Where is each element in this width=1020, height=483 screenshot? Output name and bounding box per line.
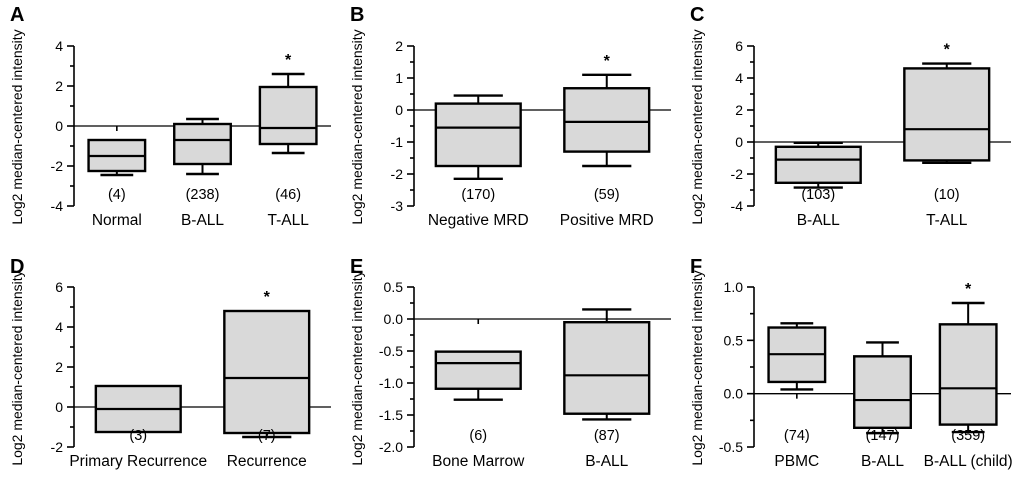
y-tick-label: 2	[395, 38, 403, 54]
box	[173, 122, 232, 166]
panel-a-letter: A	[10, 4, 25, 26]
box	[563, 87, 651, 153]
panel-d-boxplot: 6 4 2 0 -2 (3) Primary Recurrence * (7) Recurrenc…	[51, 279, 331, 470]
panel-a-boxplot: 4 2 0 -2 -4 (4) Normal (238) B-ALL * (46) T-ALL	[51, 38, 331, 229]
box	[563, 320, 651, 415]
sample-count: (3)	[129, 428, 147, 444]
category-label: B-ALL	[797, 212, 840, 229]
box	[258, 85, 318, 146]
panel-e-letter: E	[350, 256, 364, 278]
y-tick-label: -1.0	[379, 375, 403, 391]
y-tick-label: 4	[55, 38, 63, 54]
y-tick-label: 0.5	[384, 279, 404, 295]
panel-b: B Log2 median-centered intensity 2 1 0 -1 -2…	[340, 0, 680, 242]
sample-count: (170)	[461, 187, 495, 203]
sample-count: (359)	[951, 428, 985, 444]
significance-star: *	[604, 53, 611, 70]
category-label: Bone Marrow	[432, 453, 525, 470]
y-tick-label: -2	[391, 166, 404, 182]
y-tick-label: -2	[731, 166, 744, 182]
y-tick-label: 4	[735, 70, 743, 86]
y-tick-label: 0.0	[724, 386, 744, 402]
y-tick-label: 1	[395, 70, 403, 86]
y-tick-label: -4	[731, 198, 744, 214]
sample-count: (10)	[934, 187, 960, 203]
significance-star: *	[285, 52, 292, 69]
box	[223, 309, 311, 435]
sample-count: (87)	[594, 428, 620, 444]
y-tick-label: -2.0	[379, 439, 403, 455]
y-tick-label: 0.5	[724, 332, 744, 348]
category-label: Recurrence	[227, 453, 307, 470]
y-tick-label: 4	[55, 319, 63, 335]
box	[434, 350, 522, 390]
y-tick-label: 1.0	[724, 279, 744, 295]
category-label: PBMC	[774, 453, 819, 470]
panel-f-letter: F	[690, 256, 703, 278]
y-tick-label: 2	[55, 78, 63, 94]
panel-d: D Log2 median-centered intensity 6 4 2 0 -2(…	[0, 241, 340, 483]
sample-count: (7)	[258, 428, 276, 444]
y-tick-label: -1.5	[379, 407, 403, 423]
y-tick-label: -2	[51, 158, 64, 174]
y-tick-label: 0.0	[384, 311, 404, 327]
y-tick-label: 6	[735, 38, 743, 54]
panel-c: C Log2 median-centered intensity 6 4 2 0 -2-…	[680, 0, 1020, 242]
category-label: B-ALL (child)	[924, 453, 1013, 470]
category-label: T-ALL	[926, 212, 968, 229]
panel-b-boxplot: 2 1 0 -1 -2 -3 (170) Negative MRD * (59) Positive …	[391, 38, 671, 229]
category-label: Positive MRD	[560, 212, 654, 229]
box	[903, 67, 991, 162]
panel-b-letter: B	[350, 4, 365, 26]
y-tick-label: 0	[55, 118, 63, 134]
y-tick-label: -1	[391, 134, 404, 150]
y-tick-label: 2	[735, 102, 743, 118]
panel-a: A Log2 median-centered intensity 4 2 0 -2 -4…	[0, 0, 340, 242]
y-tick-label: -0.5	[719, 439, 743, 455]
panel-e-boxplot: 0.5 0.0 -0.5 -1.0 -1.5 -2.0 (6) Bone Marrow (87)…	[379, 279, 671, 470]
y-tick-label: -0.5	[379, 343, 403, 359]
sample-count: (147)	[866, 428, 900, 444]
panel-c-boxplot: 6 4 2 0 -2 -4 (103) B-ALL * (10) T-ALL	[731, 38, 1011, 229]
sample-count: (59)	[594, 187, 620, 203]
panel-d-letter: D	[10, 256, 25, 278]
significance-star: *	[944, 42, 951, 59]
sample-count: (6)	[469, 428, 487, 444]
box	[938, 323, 998, 426]
box	[853, 355, 912, 430]
y-tick-label: 0	[395, 102, 403, 118]
y-tick-label: 0	[55, 399, 63, 415]
category-label: B-ALL	[585, 453, 628, 470]
category-label: T-ALL	[267, 212, 309, 229]
box	[774, 145, 862, 185]
y-tick-label: 2	[55, 359, 63, 375]
significance-star: *	[264, 289, 271, 306]
y-tick-label: 6	[55, 279, 63, 295]
sample-count: (46)	[275, 187, 301, 203]
category-label: Primary Recurrence	[69, 453, 207, 470]
category-label: Negative MRD	[428, 212, 529, 229]
category-label: B-ALL	[861, 453, 904, 470]
y-tick-label: 0	[735, 134, 743, 150]
box	[434, 102, 522, 168]
panel-c-letter: C	[690, 4, 705, 26]
sample-count: (74)	[784, 428, 810, 444]
y-tick-label: -2	[51, 439, 64, 455]
y-tick-label: -4	[51, 198, 64, 214]
significance-star: *	[965, 281, 972, 298]
sample-count: (103)	[801, 187, 835, 203]
y-tick-label: -3	[391, 198, 404, 214]
sample-count: (238)	[186, 187, 220, 203]
sample-count: (4)	[108, 187, 126, 203]
panel-f-boxplot: 1.0 0.5 0.0 -0.5 (74) PBMC (147) B-ALL * (359) B-A…	[719, 279, 1013, 470]
panel-f: F Log2 median-centered intensity 1.0 0.5 0…	[680, 241, 1020, 483]
category-label: B-ALL	[181, 212, 224, 229]
panel-e: E Log2 median-centered intensity 0.5 0.0-…	[340, 241, 680, 483]
category-label: Normal	[92, 212, 142, 229]
